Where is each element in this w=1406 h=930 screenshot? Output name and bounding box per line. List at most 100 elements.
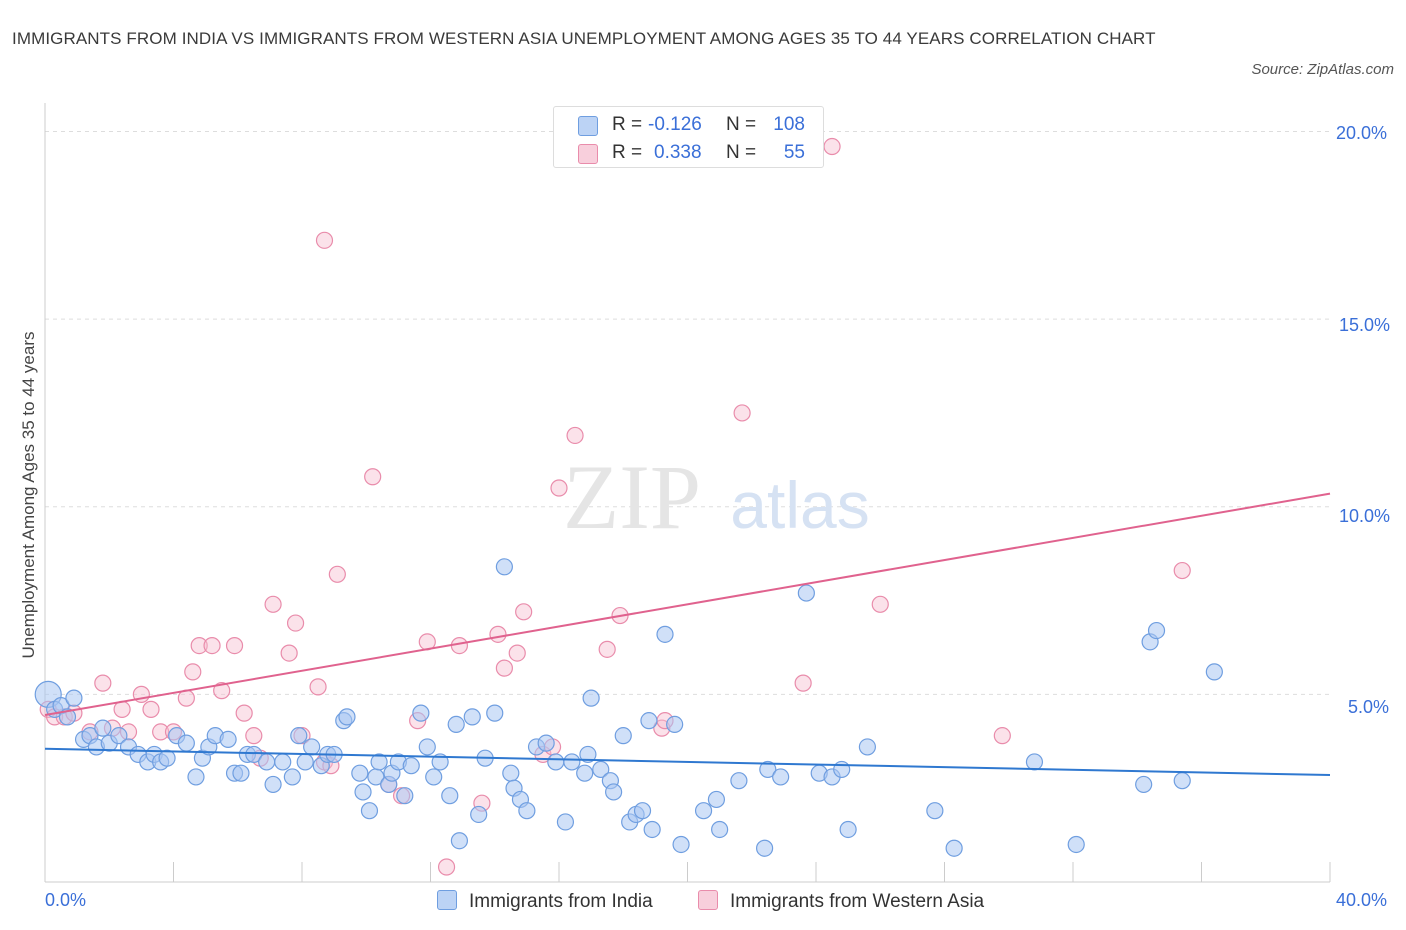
trend-lines	[44, 492, 1331, 777]
legend-swatch-western-asia	[578, 144, 598, 164]
western-asia-point	[550, 479, 568, 497]
india-point	[177, 734, 195, 752]
india-point	[707, 790, 726, 809]
legend-r-label: R =	[612, 142, 643, 163]
india-point	[232, 764, 250, 782]
india-point	[666, 715, 684, 733]
watermark-zip: ZIP	[563, 446, 701, 548]
india-point	[643, 820, 661, 839]
india-point	[425, 768, 443, 786]
western-asia-point	[1173, 561, 1191, 580]
india-point	[274, 753, 292, 771]
india-point	[1205, 663, 1223, 681]
western-asia-point	[598, 640, 616, 658]
india-point	[258, 753, 276, 771]
india-point	[360, 802, 379, 820]
india-point	[441, 787, 459, 805]
western-asia-point	[871, 595, 889, 613]
india-point	[672, 835, 690, 854]
western-asia-point	[152, 723, 170, 741]
india-point	[1067, 835, 1085, 854]
western-asia-point	[142, 700, 160, 718]
india-point	[219, 730, 237, 749]
india-point	[945, 839, 963, 857]
india-point	[579, 745, 597, 764]
grid-lines	[45, 131, 1330, 695]
india-point	[354, 783, 372, 801]
india-point	[463, 708, 481, 726]
western-asia-point	[489, 625, 507, 643]
western-asia-point	[794, 674, 812, 692]
india-trend-line	[44, 747, 1331, 777]
western-asia-point	[508, 644, 526, 662]
india-point	[537, 734, 555, 752]
western-asia-point	[823, 137, 841, 156]
western-asia-point	[184, 663, 202, 681]
legend-swatch-india	[578, 116, 598, 136]
india-point	[110, 727, 128, 745]
bottom-legend-label-india: Immigrants from India	[469, 891, 653, 912]
legend-r-label: R =	[612, 114, 643, 135]
india-point	[614, 727, 632, 745]
india-point	[833, 760, 851, 779]
india-points	[34, 558, 1223, 857]
western-asia-point	[566, 426, 584, 445]
legend-n-value-india: 108	[773, 114, 805, 135]
y-tick-5: 5.0%	[1348, 697, 1390, 717]
western-asia-point	[309, 678, 327, 696]
india-point	[94, 719, 112, 737]
india-point	[187, 768, 205, 786]
chart-source: Source: ZipAtlas.com	[1251, 61, 1394, 78]
bottom-legend-label-western-asia: Immigrants from Western Asia	[730, 891, 985, 912]
india-point	[926, 802, 944, 820]
western-asia-point	[515, 603, 533, 621]
legend-n-label: N =	[726, 114, 757, 135]
india-point	[245, 745, 263, 764]
india-point	[839, 820, 857, 839]
india-point	[755, 839, 774, 857]
india-point	[576, 764, 594, 782]
india-point	[158, 749, 176, 767]
watermark-atlas: atlas	[730, 468, 869, 542]
india-point	[412, 704, 430, 722]
watermark: ZIP atlas	[563, 446, 870, 548]
india-point	[605, 783, 623, 801]
india-point	[772, 768, 790, 786]
western-asia-point	[993, 727, 1011, 745]
bottom-legend-western-asia: Immigrants from Western Asia	[698, 890, 984, 913]
india-point	[730, 772, 748, 790]
india-point	[450, 832, 469, 850]
x-tick-min: 0.0%	[45, 890, 87, 910]
bottom-legend-swatch-western-asia	[698, 890, 718, 910]
western-asia-point	[495, 659, 513, 677]
y-tick-10: 10.0%	[1339, 506, 1391, 526]
india-point	[502, 764, 520, 782]
india-point	[418, 738, 436, 756]
western-asia-point	[328, 565, 346, 583]
india-point	[582, 689, 600, 707]
india-point	[656, 625, 674, 643]
india-point	[65, 689, 83, 707]
western-asia-point	[280, 644, 298, 662]
india-point	[858, 738, 877, 756]
india-point	[290, 727, 308, 745]
india-point	[486, 704, 504, 722]
bottom-legend-india: Immigrants from India	[437, 890, 653, 913]
western-asia-point	[264, 595, 282, 613]
india-point	[370, 753, 388, 771]
india-point	[351, 764, 369, 782]
india-point	[563, 753, 581, 771]
bottom-legend-swatch-india	[437, 890, 457, 910]
western-asia-point	[364, 468, 382, 486]
western-asia-point	[437, 858, 456, 876]
western-asia-point	[245, 727, 263, 745]
india-point	[495, 558, 513, 576]
india-point	[1025, 753, 1044, 771]
india-point	[759, 760, 777, 779]
axes	[44, 103, 1331, 883]
india-point	[338, 708, 356, 726]
india-point	[396, 787, 414, 805]
legend-r-value-india: -0.126	[648, 114, 702, 135]
western-asia-point	[94, 674, 112, 692]
